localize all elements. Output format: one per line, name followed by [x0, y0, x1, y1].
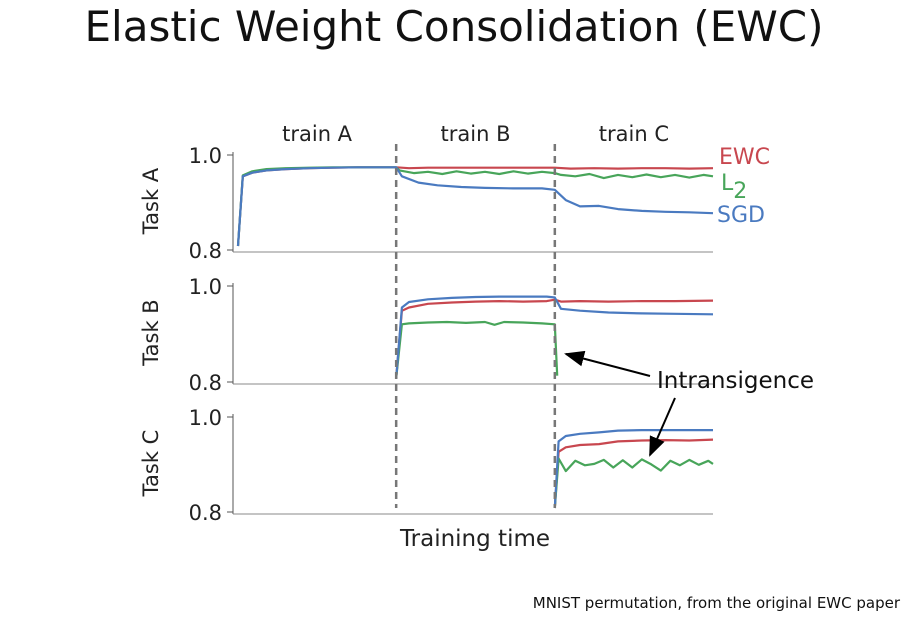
caption: MNIST permutation, from the original EWC…	[532, 594, 900, 612]
y-axis-label: Task A	[139, 167, 163, 235]
series-line-l2	[395, 320, 559, 379]
phase-label: train A	[282, 122, 353, 146]
y-tick-label: 1.0	[189, 144, 222, 168]
phase-label: train B	[441, 122, 511, 146]
series-line-ewc	[236, 166, 714, 247]
series-line-l2	[553, 457, 714, 509]
panel-2: 1.0 0.8 Task B	[139, 275, 714, 395]
series-line-sgd	[395, 295, 714, 379]
y-tick-label: 0.8	[189, 239, 222, 263]
phase-label: train C	[599, 122, 669, 146]
legend-entry: EWC	[719, 145, 770, 170]
y-tick-label: 0.8	[189, 371, 222, 395]
series-line-ewc	[395, 298, 714, 379]
series-line-ewc	[553, 438, 714, 509]
annotation-arrow	[649, 397, 676, 457]
annotation-arrow	[564, 350, 651, 377]
annotation-label: Intransigence	[657, 368, 814, 394]
y-axis-label: Task B	[139, 299, 163, 366]
panel-3: 1.0 0.8 Task C	[139, 406, 714, 525]
series-line-l2	[236, 166, 714, 247]
slide-title: Elastic Weight Consolidation (EWC)	[84, 2, 824, 51]
y-tick-label: 0.8	[189, 501, 222, 525]
legend-entry: SGD	[717, 203, 765, 228]
y-axis-label: Task C	[139, 430, 163, 498]
series-line-sgd	[553, 429, 713, 509]
series-line-sgd	[236, 166, 714, 247]
panel-1: 1.0 0.8 Task A	[139, 144, 714, 263]
x-axis-label: Training time	[399, 526, 550, 552]
legend-entry: L2	[721, 171, 747, 204]
y-tick-label: 1.0	[189, 275, 222, 299]
y-tick-label: 1.0	[189, 406, 222, 430]
